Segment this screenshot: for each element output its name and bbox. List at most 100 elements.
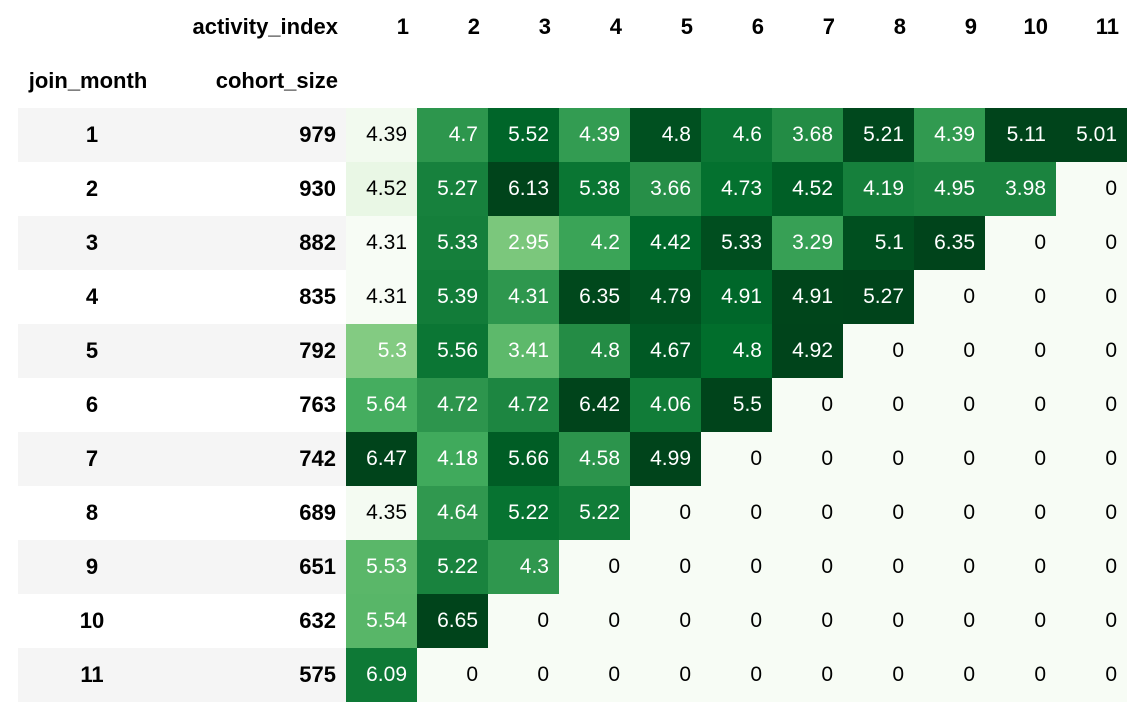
heatmap-cell: 4.19 — [843, 162, 914, 216]
heatmap-cell: 4.72 — [488, 378, 559, 432]
heatmap-cell: 0 — [701, 432, 772, 486]
heatmap-cell: 0 — [914, 594, 985, 648]
heatmap-cell: 6.09 — [346, 648, 417, 702]
heatmap-cell: 4.06 — [630, 378, 701, 432]
heatmap-cell: 2.95 — [488, 216, 559, 270]
heatmap-cell: 5.1 — [843, 216, 914, 270]
heatmap-cell: 6.35 — [914, 216, 985, 270]
row-cohort-size: 575 — [166, 648, 346, 702]
heatmap-cell: 0 — [914, 648, 985, 702]
heatmap-cell: 4.95 — [914, 162, 985, 216]
column-header: 2 — [467, 14, 480, 39]
heatmap-cell: 0 — [772, 378, 843, 432]
heatmap-cell: 0 — [1056, 594, 1127, 648]
heatmap-cell: 3.98 — [985, 162, 1056, 216]
heatmap-cell: 0 — [843, 378, 914, 432]
row-cohort-size: 835 — [299, 284, 336, 309]
heatmap-cell: 4.92 — [772, 324, 843, 378]
heatmap-cell: 0 — [1056, 324, 1127, 378]
heatmap-cell: 6.42 — [559, 378, 630, 432]
row-join-month: 5 — [18, 324, 166, 378]
heatmap-cell: 4.79 — [630, 270, 701, 324]
heatmap-cell: 3.66 — [630, 162, 701, 216]
columns-name-label: activity_index — [192, 14, 338, 39]
heatmap-cell: 5.27 — [417, 162, 488, 216]
heatmap-cell: 5.22 — [488, 486, 559, 540]
heatmap-cell: 4.18 — [417, 432, 488, 486]
column-header: 6 — [751, 14, 764, 39]
heatmap-cell: 0 — [914, 270, 985, 324]
heatmap-cell: 4.91 — [772, 270, 843, 324]
row-cohort-size: 742 — [166, 432, 346, 486]
table-body: 1 979 4.39 4.7 5.52 4.39 4.8 4.6 3.68 5.21 4.39 5.1… — [18, 108, 1127, 702]
heatmap-cell: 4.8 — [630, 108, 701, 162]
heatmap-cell: 4.42 — [630, 216, 701, 270]
heatmap-cell: 4.64 — [417, 486, 488, 540]
heatmap-cell: 0 — [985, 648, 1056, 702]
heatmap-cell: 0 — [488, 648, 559, 702]
heatmap-cell: 0 — [1056, 486, 1127, 540]
heatmap-cell: 5.11 — [985, 108, 1056, 162]
index-name-cohort-size: cohort_size — [215, 68, 338, 93]
heatmap-cell: 5.56 — [417, 324, 488, 378]
column-header: 10 — [1023, 14, 1048, 39]
heatmap-cell: 0 — [843, 324, 914, 378]
index-header-row: join_month cohort_size — [18, 54, 1127, 108]
heatmap-cell: 0 — [630, 594, 701, 648]
heatmap-cell: 0 — [985, 324, 1056, 378]
row-cohort-size: 882 — [166, 216, 346, 270]
heatmap-cell: 0 — [772, 432, 843, 486]
heatmap-cell: 5.38 — [559, 162, 630, 216]
row-cohort-size: 651 — [166, 540, 346, 594]
row-join-month: 3 — [18, 216, 166, 270]
heatmap-cell: 0 — [701, 486, 772, 540]
heatmap-cell: 5.21 — [843, 108, 914, 162]
heatmap-cell: 0 — [914, 378, 985, 432]
row-join-month: 1 — [18, 108, 166, 162]
heatmap-cell: 0 — [985, 270, 1056, 324]
heatmap-cell: 6.65 — [417, 594, 488, 648]
heatmap-cell: 0 — [772, 648, 843, 702]
row-join-month: 8 — [85, 500, 99, 525]
heatmap-cell: 4.73 — [701, 162, 772, 216]
heatmap-cell: 0 — [843, 432, 914, 486]
heatmap-cell: 4.2 — [559, 216, 630, 270]
heatmap-cell: 5.33 — [701, 216, 772, 270]
heatmap-cell: 0 — [843, 486, 914, 540]
row-join-month: 2 — [85, 176, 99, 201]
heatmap-cell: 4.31 — [488, 270, 559, 324]
heatmap-cell: 5.01 — [1056, 108, 1127, 162]
heatmap-cell: 0 — [1056, 162, 1127, 216]
heatmap-cell: 5.22 — [559, 486, 630, 540]
heatmap-cell: 0 — [559, 648, 630, 702]
heatmap-cell: 5.53 — [346, 540, 417, 594]
heatmap-cell: 5.39 — [417, 270, 488, 324]
heatmap-cell: 0 — [985, 540, 1056, 594]
heatmap-cell: 0 — [985, 486, 1056, 540]
heatmap-cell: 4.8 — [701, 324, 772, 378]
row-cohort-size: 763 — [299, 392, 336, 417]
heatmap-cell: 0 — [772, 486, 843, 540]
table-row: 2 930 4.52 5.27 6.13 5.38 3.66 4.73 4.52 4.19 4.95… — [18, 162, 1127, 216]
blank-header-fill — [346, 54, 1127, 108]
heatmap-cell: 0 — [914, 324, 985, 378]
row-join-month: 9 — [18, 540, 166, 594]
heatmap-cell: 0 — [985, 432, 1056, 486]
column-header: 5 — [680, 14, 693, 39]
heatmap-cell: 4.31 — [346, 270, 417, 324]
heatmap-cell: 0 — [1056, 270, 1127, 324]
column-header: 3 — [538, 14, 551, 39]
cohort-table: activity_index 1 2 3 4 5 6 7 8 9 10 11 j… — [18, 0, 1127, 702]
heatmap-cell: 0 — [1056, 432, 1127, 486]
heatmap-cell: 0 — [772, 594, 843, 648]
table-row: 6 763 5.64 4.72 4.72 6.42 4.06 5.5 0 0 0 0 0 — [18, 378, 1127, 432]
heatmap-cell: 0 — [488, 594, 559, 648]
row-cohort-size: 632 — [299, 608, 336, 633]
row-join-month: 7 — [18, 432, 166, 486]
row-cohort-size: 930 — [299, 176, 336, 201]
heatmap-cell: 4.67 — [630, 324, 701, 378]
table-row: 1 979 4.39 4.7 5.52 4.39 4.8 4.6 3.68 5.21 4.39 5.1… — [18, 108, 1127, 162]
heatmap-cell: 4.8 — [559, 324, 630, 378]
heatmap-cell: 3.41 — [488, 324, 559, 378]
heatmap-cell: 0 — [630, 540, 701, 594]
